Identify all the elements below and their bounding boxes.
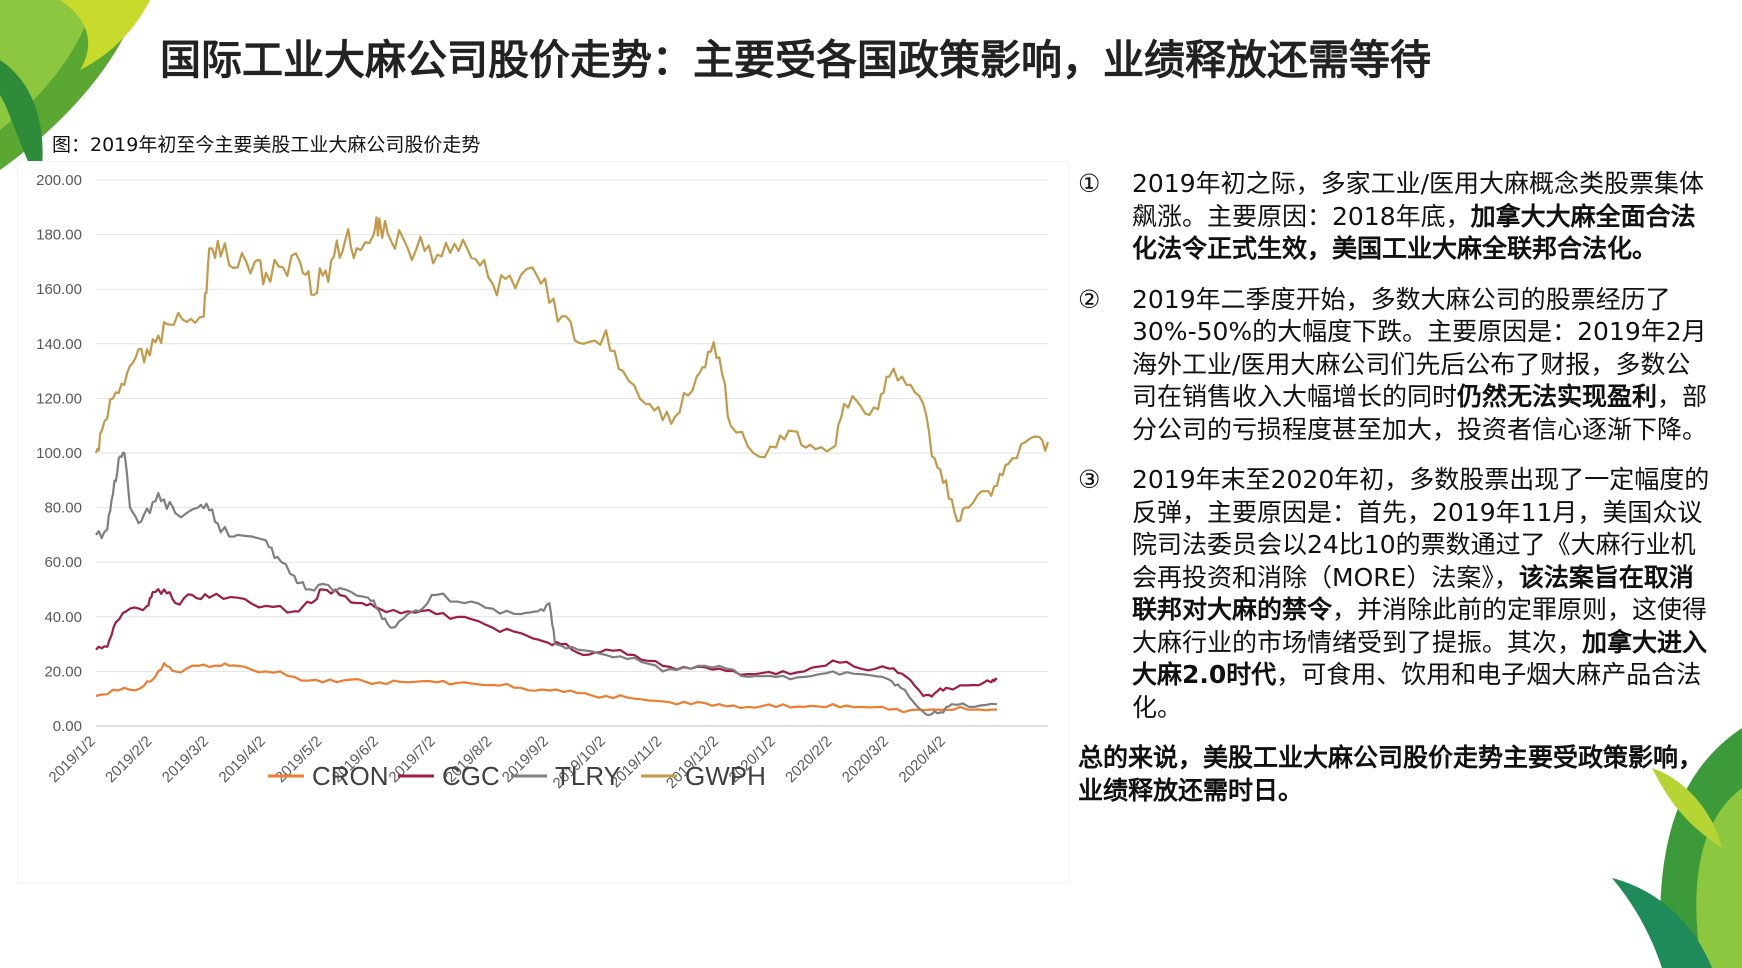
point-text: 2019年末至2020年初，多数股票出现了一定幅度的反弹，主要原因是：首先，20…	[1132, 465, 1710, 592]
x-tick-label: 2020/4/2	[896, 733, 949, 786]
point-1: ① 2019年初之际，多家工业/医用大麻概念类股票集体飙涨。主要原因：2018年底…	[1078, 168, 1712, 266]
y-tick-label: 140.00	[36, 336, 82, 353]
line-chart: 0.00 20.00 40.00 60.00 80.00 100.00 120.00 140.…	[36, 172, 1050, 792]
y-tick-label: 40.00	[44, 609, 82, 626]
stock-chart: 0.00 20.00 40.00 60.00 80.00 100.00 120.00 140.…	[18, 162, 1068, 882]
point-3: ③ 2019年末至2020年初，多数股票出现了一定幅度的反弹，主要原因是：首先，2…	[1078, 464, 1712, 724]
x-tick-label: 2019/7/2	[386, 733, 439, 786]
point-2: ② 2019年二季度开始，多数大麻公司的股票经历了30%-50%的大幅度下跌。主要…	[1078, 284, 1712, 447]
point-text-bold: 仍然无法实现盈利	[1457, 382, 1658, 411]
y-tick-label: 160.00	[36, 281, 82, 298]
leaf-decoration-top-left	[0, 0, 150, 185]
point-number: ③	[1078, 465, 1101, 494]
point-number: ②	[1078, 284, 1101, 314]
y-tick-label: 60.00	[44, 554, 82, 571]
points-list: ① 2019年初之际，多家工业/医用大麻概念类股票集体飙涨。主要原因：2018年底…	[1078, 168, 1712, 724]
y-tick-label: 20.00	[44, 663, 82, 680]
y-tick-label: 100.00	[36, 445, 82, 462]
x-tick-label: 2019/4/2	[216, 733, 269, 786]
point-number: ①	[1078, 169, 1101, 198]
x-tick-label: 2019/3/2	[159, 733, 212, 786]
x-tick-label: 2019/9/2	[499, 733, 552, 786]
summary-text: 总的来说，美股工业大麻公司股价走势主要受政策影响，业绩释放还需时日。	[1078, 743, 1704, 805]
point-text: ，部分公司的亏损程度甚至加大，投资者信心逐渐下降。	[1132, 382, 1708, 444]
x-tick-label: 2020/3/2	[839, 733, 892, 786]
x-tick-label: 2020/2/2	[782, 733, 835, 786]
series-line-cgc	[95, 588, 998, 698]
point-text: ，可食用、饮用和电子烟大麻产品合法化。	[1132, 660, 1702, 722]
point-text: 2019年初之际，多家工业/医用大麻概念类股票集体飙涨。主要原因：2018年底，	[1132, 169, 1705, 231]
x-tick-label: 2019/2/2	[102, 733, 155, 786]
point-text-bold: 该法案旨在取消联邦对大麻的禁令	[1132, 562, 1694, 625]
legend-label-tlry: TLRY	[555, 761, 621, 791]
point-text-bold: 加拿大大麻全面合法化法令正式生效，美国工业大麻全联邦合法化。	[1132, 201, 1696, 264]
y-tick-label: 0.00	[53, 718, 82, 735]
legend-label-gwph: GWPH	[685, 761, 766, 791]
legend-label-cron: CRON	[312, 761, 389, 791]
text-panel: ① 2019年初之际，多家工业/医用大麻概念类股票集体飙涨。主要原因：2018年底…	[1078, 168, 1712, 807]
y-tick-label: 200.00	[36, 172, 82, 189]
y-tick-label: 180.00	[36, 227, 82, 244]
chart-caption: 图：2019年初至今主要美股工业大麻公司股价走势	[52, 134, 481, 156]
series-line-tlry	[95, 451, 998, 717]
leaf-decoration-bottom-right	[1612, 728, 1742, 968]
y-tick-label: 80.00	[44, 500, 82, 517]
page-title: 国际工业大麻公司股价走势：主要受各国政策影响，业绩释放还需等待	[160, 36, 1431, 84]
series-line-gwph	[94, 216, 1050, 523]
series-line-cron	[95, 662, 997, 714]
point-text: ，并消除此前的定罪原则，这使得大麻行业的市场情绪受到了提振。其次，	[1132, 595, 1708, 657]
legend-label-cgc: CGC	[442, 761, 500, 791]
point-text: 2019年二季度开始，多数大麻公司的股票经历了30%-50%的大幅度下跌。主要原…	[1132, 284, 1707, 412]
y-tick-label: 120.00	[36, 390, 82, 407]
point-text-bold: 加拿大进入大麻2.0时代	[1132, 627, 1708, 690]
x-tick-label: 2019/1/2	[46, 733, 99, 786]
